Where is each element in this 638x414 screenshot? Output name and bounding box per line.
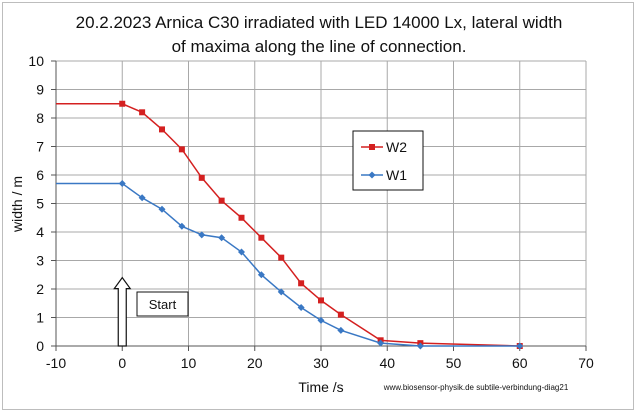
y-tick-label: 3	[36, 253, 44, 269]
series-w2-point	[159, 126, 165, 133]
series-w1-point	[337, 326, 345, 334]
y-tick-label: 4	[36, 224, 44, 240]
series-w1-point	[297, 304, 305, 312]
series-w2-point	[178, 146, 185, 153]
series-w2-point	[119, 100, 126, 107]
x-tick-label: 50	[446, 355, 462, 371]
series-w1-point	[277, 288, 285, 296]
series-w2-point	[258, 234, 265, 241]
series-w1-line	[56, 182, 520, 347]
y-tick-label: 5	[36, 196, 44, 212]
series-w2-point	[198, 174, 205, 181]
axes	[51, 60, 587, 351]
legend: W2 W1	[352, 130, 424, 191]
x-tick-labels: -10 0 10 20 30 40 50 60 70	[46, 355, 594, 371]
series-w1-point	[377, 339, 385, 347]
x-tick-label: 30	[313, 355, 329, 371]
x-tick-label: 20	[247, 355, 263, 371]
series-w2-point	[337, 311, 344, 318]
series-w1-point	[416, 342, 424, 350]
series-w2-point	[218, 197, 225, 204]
chart-frame	[2, 2, 634, 410]
x-tick-label: 0	[118, 355, 126, 371]
x-tick-label: -10	[46, 355, 66, 371]
series-w1-point	[178, 222, 186, 230]
x-tick-label: 10	[181, 355, 197, 371]
y-tick-label: 6	[36, 167, 44, 183]
start-annotation: Start	[113, 276, 189, 347]
legend-w1-label: W1	[386, 167, 407, 183]
series-w1-point	[317, 316, 325, 324]
y-tick-label: 9	[36, 82, 44, 98]
series-w1-point	[218, 234, 226, 242]
x-tick-label: 70	[578, 355, 594, 371]
legend-w1-diamond-icon	[368, 171, 376, 179]
series-w1-point	[238, 248, 245, 256]
chart-title-line-1: 20.2.2023 Arnica C30 irradiated with LED…	[76, 13, 563, 32]
y-tick-label: 0	[36, 338, 44, 354]
legend-box	[352, 130, 424, 191]
y-tick-label: 1	[36, 310, 44, 326]
legend-w2-label: W2	[386, 139, 407, 155]
y-tick-label: 8	[36, 110, 44, 126]
chart-title-line-2: of maxima along the line of connection.	[172, 37, 467, 56]
series-w2-point	[139, 109, 146, 116]
series-w1-point	[257, 271, 265, 279]
y-tick-label: 7	[36, 139, 44, 155]
series-w1-point	[516, 342, 524, 350]
series-w1-point	[138, 194, 146, 202]
start-arrow-icon	[113, 276, 132, 347]
x-axis-label: Time /s	[298, 379, 343, 395]
series-w1-point	[198, 231, 206, 239]
y-tick-labels: 0 1 2 3 4 5 6 7 8 9 10	[28, 53, 44, 354]
legend-w2-square-icon	[369, 144, 375, 150]
series-w1-point	[158, 205, 166, 213]
series-w2-point	[278, 254, 285, 261]
start-label-box	[136, 291, 189, 317]
source-credit: www.biosensor-physik.de subtile-verbindu…	[383, 383, 569, 392]
series-w2-point	[318, 297, 324, 304]
series-w2-point	[298, 280, 305, 287]
y-tick-label: 10	[28, 53, 44, 69]
y-axis-label: width / m	[9, 176, 25, 233]
series-w1	[56, 180, 524, 350]
grid-lines	[56, 60, 587, 346]
series-w2-line	[56, 103, 520, 347]
data-series	[56, 100, 524, 350]
series-w1-point	[118, 180, 126, 188]
x-tick-label: 40	[379, 355, 395, 371]
y-tick-label: 2	[36, 281, 44, 297]
x-tick-label: 60	[512, 355, 528, 371]
start-label: Start	[149, 297, 177, 312]
series-w2-point	[238, 214, 245, 221]
